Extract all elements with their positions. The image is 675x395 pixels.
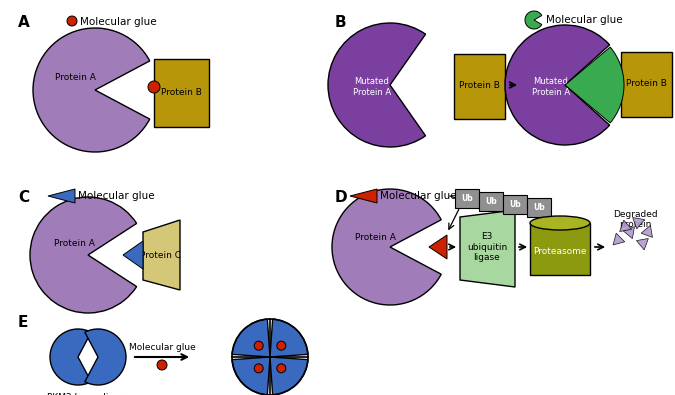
Polygon shape bbox=[613, 233, 625, 245]
Circle shape bbox=[254, 364, 263, 373]
FancyBboxPatch shape bbox=[153, 58, 209, 126]
Text: A: A bbox=[18, 15, 30, 30]
Wedge shape bbox=[525, 11, 542, 29]
Polygon shape bbox=[123, 241, 143, 269]
FancyBboxPatch shape bbox=[530, 223, 590, 275]
Wedge shape bbox=[332, 189, 441, 305]
Text: Degraded
protein: Degraded protein bbox=[613, 210, 657, 229]
FancyBboxPatch shape bbox=[479, 192, 503, 211]
Polygon shape bbox=[429, 235, 447, 259]
Wedge shape bbox=[85, 329, 126, 385]
Polygon shape bbox=[623, 227, 634, 239]
Polygon shape bbox=[460, 210, 515, 287]
FancyBboxPatch shape bbox=[455, 189, 479, 208]
Circle shape bbox=[157, 360, 167, 370]
Text: Mutated
Protein A: Mutated Protein A bbox=[353, 77, 391, 97]
Text: C: C bbox=[18, 190, 29, 205]
Text: Molecular glue: Molecular glue bbox=[80, 17, 157, 27]
Text: Ub: Ub bbox=[461, 194, 473, 203]
Text: E: E bbox=[18, 315, 28, 330]
Wedge shape bbox=[270, 319, 308, 357]
Text: Protein B: Protein B bbox=[458, 81, 500, 90]
Text: Ub: Ub bbox=[485, 197, 497, 206]
Circle shape bbox=[254, 341, 263, 350]
FancyBboxPatch shape bbox=[527, 198, 551, 217]
Text: Molecular glue: Molecular glue bbox=[78, 191, 155, 201]
FancyBboxPatch shape bbox=[503, 195, 527, 214]
Text: Mutated
Protein A: Mutated Protein A bbox=[532, 77, 570, 97]
Text: Proteasome: Proteasome bbox=[533, 246, 587, 256]
Circle shape bbox=[148, 81, 160, 93]
Ellipse shape bbox=[530, 216, 590, 230]
Text: PKM2 homodimer,
less active: PKM2 homodimer, less active bbox=[47, 393, 129, 395]
Polygon shape bbox=[637, 239, 649, 250]
Wedge shape bbox=[565, 47, 624, 123]
Wedge shape bbox=[30, 197, 136, 313]
Text: Molecular glue: Molecular glue bbox=[129, 344, 195, 352]
Text: Molecular glue: Molecular glue bbox=[546, 15, 622, 25]
Text: Ub: Ub bbox=[533, 203, 545, 212]
Polygon shape bbox=[632, 218, 645, 229]
Text: Protein A: Protein A bbox=[55, 73, 95, 83]
Text: Ub: Ub bbox=[509, 200, 521, 209]
Polygon shape bbox=[48, 189, 75, 203]
Text: D: D bbox=[335, 190, 348, 205]
Text: Molecular glue: Molecular glue bbox=[380, 191, 456, 201]
Polygon shape bbox=[620, 220, 632, 231]
FancyBboxPatch shape bbox=[454, 53, 504, 118]
Wedge shape bbox=[328, 23, 425, 147]
Text: Protein C: Protein C bbox=[140, 250, 182, 260]
Text: Protein B: Protein B bbox=[161, 88, 201, 97]
Polygon shape bbox=[641, 226, 653, 237]
Wedge shape bbox=[232, 357, 270, 395]
Polygon shape bbox=[350, 189, 377, 203]
Circle shape bbox=[277, 341, 286, 350]
FancyBboxPatch shape bbox=[620, 51, 672, 117]
Text: Protein A: Protein A bbox=[354, 233, 396, 241]
Wedge shape bbox=[232, 319, 270, 357]
Text: B: B bbox=[335, 15, 347, 30]
Wedge shape bbox=[50, 329, 91, 385]
Circle shape bbox=[277, 364, 286, 373]
Wedge shape bbox=[270, 357, 308, 395]
Text: Protein B: Protein B bbox=[626, 79, 666, 88]
Text: E3
ubiquitin
ligase: E3 ubiquitin ligase bbox=[467, 232, 507, 262]
Wedge shape bbox=[33, 28, 150, 152]
Wedge shape bbox=[505, 25, 610, 145]
Polygon shape bbox=[143, 220, 180, 290]
Text: Protein A: Protein A bbox=[53, 239, 95, 248]
Circle shape bbox=[67, 16, 77, 26]
